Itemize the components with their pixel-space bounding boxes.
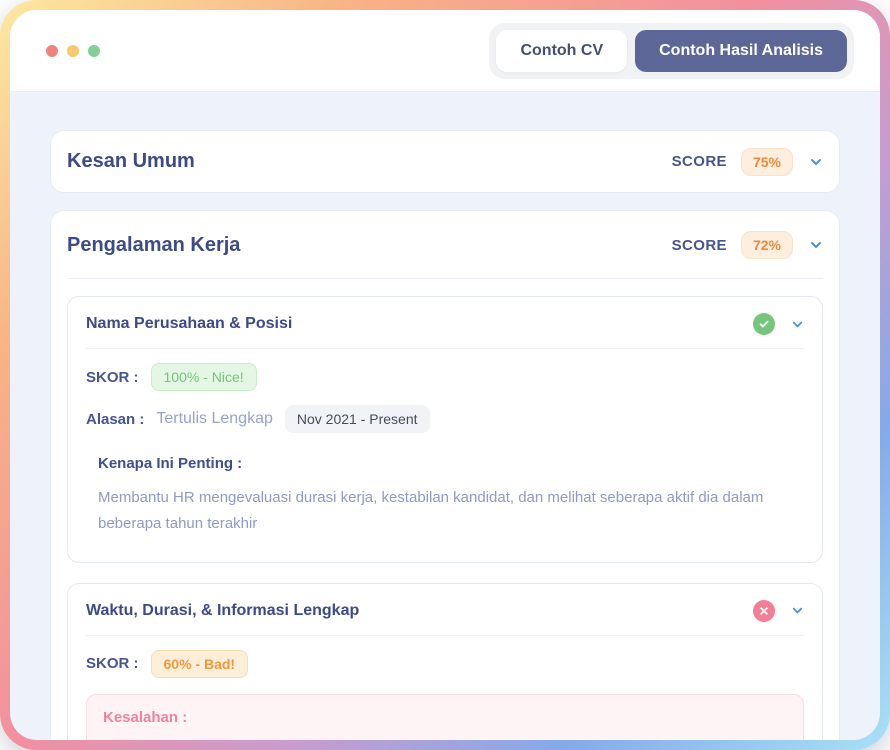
kesalahan-title: Kesalahan : [103, 708, 188, 726]
skor-row: SKOR : 100% - Nice! [86, 363, 804, 391]
date-range-badge: Nov 2021 - Present [284, 405, 430, 433]
window-titlebar: Contoh CV Contoh Hasil Analisis [10, 10, 880, 92]
skor-label: SKOR : [86, 368, 139, 386]
subcard-title: Waktu, Durasi, & Informasi Lengkap [86, 601, 360, 619]
divider [67, 278, 823, 279]
skor-row: SKOR : 60% - Bad! [86, 649, 804, 678]
section-kesan-umum[interactable]: Kesan Umum SCORE 75% [50, 130, 840, 193]
why-important-title: Kenapa Ini Penting : [98, 455, 243, 472]
close-icon[interactable] [46, 44, 58, 57]
chevron-down-icon[interactable] [791, 604, 804, 617]
section-title: Kesan Umum [67, 150, 195, 172]
tab-contoh-hasil-analisis[interactable]: Contoh Hasil Analisis [635, 29, 847, 72]
x-circle-icon [753, 599, 775, 622]
subcard-waktu-durasi: Waktu, Durasi, & Informasi Lengkap SKOR … [67, 582, 823, 741]
alasan-row: Alasan : Tertulis Lengkap Nov 2021 - Pre… [86, 405, 804, 433]
chevron-down-icon[interactable] [809, 155, 823, 169]
score-label: SCORE [671, 153, 727, 170]
section-title: Pengalaman Kerja [67, 233, 241, 256]
app-window: Contoh CV Contoh Hasil Analisis Kesan Um… [10, 10, 880, 740]
chevron-down-icon[interactable] [791, 318, 804, 331]
why-important-block: Kenapa Ini Penting : Membantu HR mengeva… [98, 455, 804, 538]
alasan-label: Alasan : [86, 410, 145, 428]
subcard-header[interactable]: Nama Perusahaan & Posisi [86, 313, 804, 335]
subcard-title: Nama Perusahaan & Posisi [86, 315, 293, 332]
alasan-value: Tertulis Lengkap [156, 410, 273, 427]
skor-label: SKOR : [86, 655, 139, 672]
skor-value-badge: 60% - Bad! [150, 649, 249, 678]
score-badge: 75% [740, 147, 793, 176]
traffic-light-controls [46, 44, 100, 57]
score-group: SCORE 75% [671, 147, 823, 176]
skor-value-badge: 100% - Nice! [150, 363, 257, 391]
kesalahan-body-line1: Kalimat terlalu deskriptif dan naratif, … [103, 740, 787, 741]
score-badge: 72% [740, 231, 793, 259]
divider [86, 348, 804, 349]
score-group: SCORE 72% [672, 231, 823, 259]
divider [86, 634, 804, 636]
subcard-header[interactable]: Waktu, Durasi, & Informasi Lengkap [86, 599, 804, 622]
kesalahan-box: Kesalahan : Kalimat terlalu deskriptif d… [86, 693, 804, 741]
analysis-content: Kesan Umum SCORE 75% Pengalaman Kerja SC… [10, 92, 880, 740]
example-toggle-group: Contoh CV Contoh Hasil Analisis [489, 22, 854, 79]
chevron-down-icon[interactable] [809, 238, 823, 252]
maximize-icon[interactable] [88, 44, 100, 57]
why-important-body: Membantu HR mengevaluasi durasi kerja, k… [98, 489, 764, 533]
score-label: SCORE [671, 236, 727, 254]
minimize-icon[interactable] [67, 44, 79, 57]
section-pengalaman-kerja: Pengalaman Kerja SCORE 72% Nama Perusaha… [50, 210, 840, 740]
tab-contoh-cv[interactable]: Contoh CV [496, 29, 628, 72]
section-header[interactable]: Pengalaman Kerja SCORE 72% [67, 231, 823, 259]
subcard-nama-perusahaan: Nama Perusahaan & Posisi SKOR : 100% - N… [67, 296, 823, 563]
check-circle-icon [753, 313, 775, 335]
